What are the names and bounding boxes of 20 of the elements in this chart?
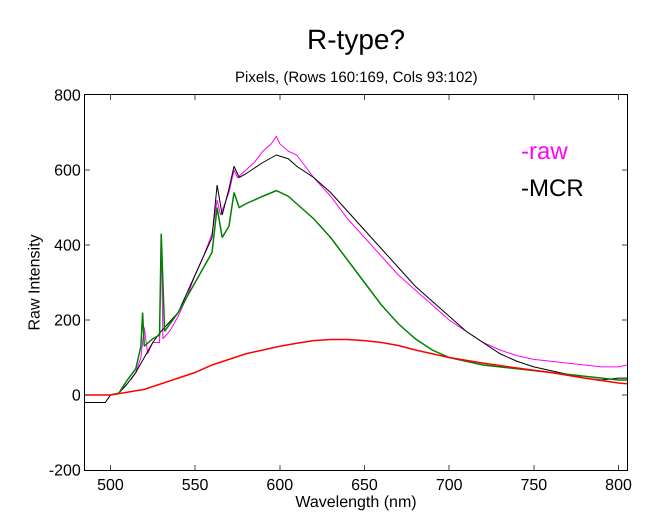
y-tick-label: 200 xyxy=(54,312,81,330)
y-tick-label: 400 xyxy=(54,238,81,255)
x-tick-label: 700 xyxy=(436,477,463,494)
y-tick-label: 0 xyxy=(72,388,81,405)
line-series xyxy=(85,338,627,396)
x-tick-label: 800 xyxy=(605,477,632,494)
x-tick-label: 550 xyxy=(182,477,209,494)
x-tick-label: 650 xyxy=(351,477,378,494)
chart-title: R-type? xyxy=(307,24,406,55)
y-axis-title: Raw Intensity xyxy=(26,234,44,331)
x-tick-label: 600 xyxy=(266,477,294,494)
x-axis-title: Wavelength (nm) xyxy=(295,494,417,512)
text: -raw xyxy=(521,138,568,165)
x-tick-label: 750 xyxy=(520,477,548,494)
y-tick-label: -200 xyxy=(48,462,81,480)
chart-subtitle: Pixels, (Rows 160:169, Cols 93:102) xyxy=(235,69,478,86)
x-tick-label: 500 xyxy=(97,477,124,494)
text: -MCR xyxy=(521,175,584,202)
y-tick-label: 800 xyxy=(54,88,81,105)
y-tick-label: 600 xyxy=(54,162,81,180)
